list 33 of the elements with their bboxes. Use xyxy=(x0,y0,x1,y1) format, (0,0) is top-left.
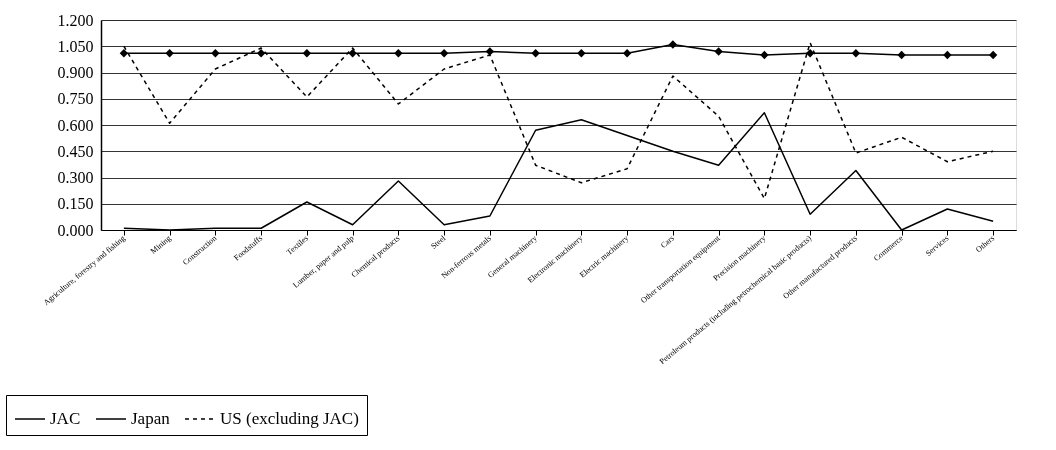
y-tick-label: 0.300 xyxy=(57,169,94,186)
point xyxy=(348,49,357,58)
point xyxy=(988,50,998,60)
point xyxy=(119,49,129,58)
point xyxy=(622,49,632,58)
y-tick-label: 0.150 xyxy=(57,195,94,213)
point xyxy=(668,40,678,49)
point xyxy=(256,49,266,58)
point xyxy=(165,49,174,58)
x-tick-label: Cars xyxy=(658,233,676,250)
y-tick-label: 1.200 xyxy=(57,11,94,29)
point xyxy=(394,49,403,58)
point xyxy=(439,49,449,58)
point xyxy=(760,50,769,60)
y-tick-label: 1.050 xyxy=(57,37,94,55)
y-tick-label: 0.750 xyxy=(57,90,94,108)
legend-label: JAC xyxy=(50,409,81,428)
y-tick-label: 0.000 xyxy=(57,221,94,239)
point xyxy=(851,49,861,58)
point xyxy=(897,50,906,60)
point xyxy=(211,49,220,58)
point xyxy=(485,47,495,56)
point xyxy=(577,49,586,58)
y-tick-label: 0.900 xyxy=(57,64,94,81)
point xyxy=(531,49,540,58)
point xyxy=(714,47,723,56)
y-tick-label: 0.600 xyxy=(57,116,94,134)
y-tick-label: 0.450 xyxy=(57,142,94,160)
legend-label: Japan xyxy=(131,409,171,428)
legend-label: US (excluding JAC) xyxy=(220,409,359,428)
point xyxy=(805,49,815,58)
point xyxy=(943,50,952,60)
point xyxy=(302,49,312,58)
